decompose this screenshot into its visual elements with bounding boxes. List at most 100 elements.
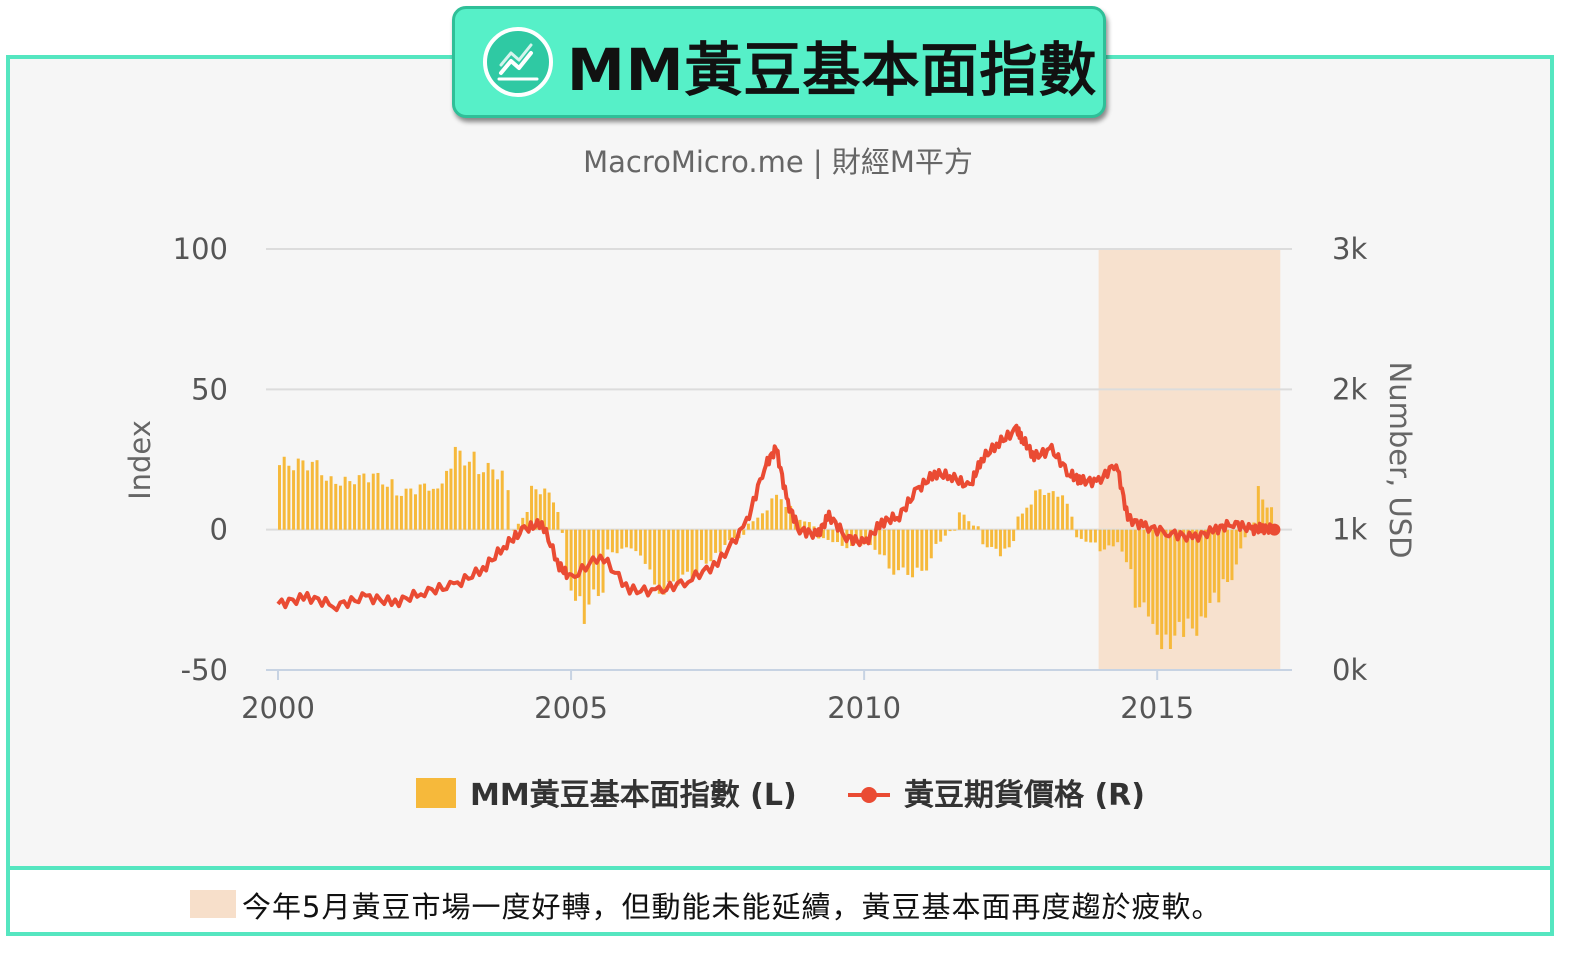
index-bar [948, 529, 952, 532]
index-bar [934, 529, 938, 544]
index-bar [1075, 529, 1079, 538]
index-bar [723, 529, 727, 545]
index-bar [525, 511, 529, 530]
index-bar [671, 529, 675, 582]
y-left-tick-label: 100 [173, 232, 228, 266]
index-bar [310, 461, 314, 530]
index-bar [812, 526, 816, 530]
index-bar [728, 529, 732, 541]
index-bar [662, 529, 666, 595]
index-bar [624, 529, 628, 548]
index-bar [835, 529, 839, 543]
index-bar [798, 519, 802, 530]
index-bar [418, 484, 422, 530]
index-bar [1056, 496, 1060, 530]
line-chart-icon [483, 27, 553, 97]
index-bar [901, 529, 905, 568]
index-bar [681, 529, 685, 575]
index-bar [1146, 529, 1150, 617]
index-bar [709, 529, 713, 562]
index-bar [873, 529, 877, 550]
index-bar [751, 521, 755, 530]
index-bar [976, 526, 980, 530]
index-bar [634, 529, 638, 552]
index-bar [458, 450, 462, 530]
index-bar [1098, 529, 1102, 552]
legend-swatch-index [416, 778, 456, 808]
index-bar [481, 472, 485, 530]
legend-label-price[interactable]: 黃豆期貨價格 (R) [904, 778, 1145, 813]
index-bar [896, 529, 900, 571]
legend-swatch-price-dot [861, 787, 877, 803]
y-left-tick-label: 0 [210, 513, 228, 547]
index-bar [329, 476, 333, 530]
x-tick-label: 2010 [827, 691, 901, 725]
index-bar [953, 529, 957, 531]
index-bar [911, 529, 915, 578]
banner-title: MM黃豆基本面指數 [567, 36, 1098, 104]
index-bar [1025, 507, 1029, 530]
index-bar [700, 529, 704, 561]
index-bar [1212, 529, 1216, 593]
index-bar [512, 529, 516, 531]
index-bar [569, 529, 573, 591]
index-bar [1204, 529, 1208, 618]
price-line-end-point [1268, 523, 1281, 536]
index-bar [1042, 494, 1046, 530]
index-bar [639, 529, 643, 556]
index-bar [887, 529, 891, 569]
index-bar [732, 529, 736, 539]
index-bar [1120, 529, 1124, 552]
index-bar [929, 529, 933, 559]
index-bar [789, 505, 793, 530]
index-bar [765, 510, 769, 530]
index-bar [472, 451, 476, 530]
index-bar [399, 495, 403, 530]
index-bar [1151, 529, 1155, 624]
index-bar [990, 529, 994, 547]
legend-label-index[interactable]: MM黃豆基本面指數 (L) [470, 778, 797, 813]
index-bar [676, 529, 680, 586]
index-bar [1102, 529, 1106, 550]
index-bar [324, 480, 328, 530]
index-bar [1070, 516, 1074, 530]
x-tick-label: 2000 [241, 691, 315, 725]
index-bar [971, 525, 975, 530]
index-bar [565, 529, 569, 580]
index-bar [920, 529, 924, 571]
index-bar [925, 529, 929, 571]
index-bar [530, 485, 534, 530]
index-bar [1124, 529, 1128, 563]
index-bar [606, 529, 610, 550]
index-bar [453, 446, 457, 530]
index-bar [573, 529, 577, 601]
index-bar [939, 529, 943, 542]
index-bar [770, 498, 774, 530]
index-bar [1177, 529, 1181, 622]
index-bar [1195, 529, 1199, 636]
index-bar [629, 529, 633, 549]
index-bar [1270, 507, 1274, 530]
index-bar [704, 529, 708, 564]
index-bar [1016, 516, 1020, 530]
index-bar [807, 522, 811, 530]
title-banner: MM黃豆基本面指數 [452, 6, 1106, 118]
index-bar [1186, 529, 1190, 619]
index-bar [376, 472, 380, 530]
x-tick-label: 2005 [534, 691, 608, 725]
index-bar [357, 475, 361, 530]
index-bar [1003, 529, 1007, 549]
index-bar [1012, 529, 1016, 542]
index-bar [409, 488, 413, 530]
index-bar [560, 529, 564, 533]
index-bar [1084, 529, 1088, 542]
chart-frame [6, 55, 1554, 935]
index-bar [404, 488, 408, 530]
index-bar [1129, 529, 1133, 570]
y-left-tick-label: -50 [181, 653, 228, 687]
index-bar [516, 523, 520, 530]
index-bar [463, 465, 467, 530]
y-right-tick-label: 1k [1332, 513, 1367, 547]
index-bar [882, 529, 886, 556]
